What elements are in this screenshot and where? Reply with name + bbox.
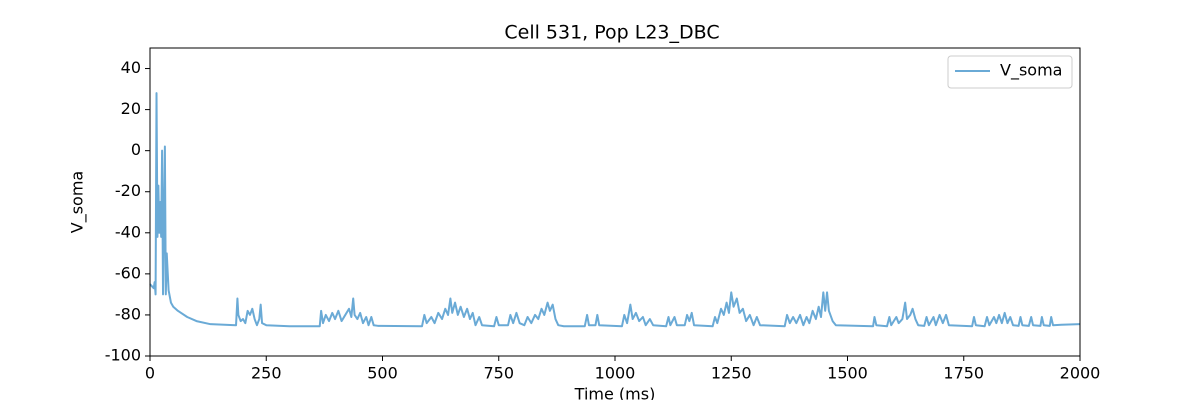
legend-box xyxy=(947,55,1073,89)
x-tick-label: 0 xyxy=(145,364,155,383)
y-tick-label: 0 xyxy=(131,140,141,159)
plot-area xyxy=(149,92,1081,328)
legend: V_soma xyxy=(947,55,1073,89)
legend-label: V_soma xyxy=(1000,61,1062,81)
y-tick-label: 40 xyxy=(121,58,141,77)
y-tick-label: -20 xyxy=(115,181,141,200)
data-line xyxy=(149,92,1081,328)
x-axis-label: Time (ms) xyxy=(574,385,656,400)
x-tick-label: 2000 xyxy=(1060,364,1101,383)
y-tick-label: -40 xyxy=(115,222,141,241)
x-tick-label: 1250 xyxy=(711,364,752,383)
y-axis-label: V_soma xyxy=(68,171,88,233)
x-tick-label: 1000 xyxy=(595,364,636,383)
chart-title: Cell 531, Pop L23_DBC xyxy=(504,22,719,44)
x-tick-label: 1500 xyxy=(827,364,868,383)
y-tick-label: -60 xyxy=(115,263,141,282)
y-tick-label: -80 xyxy=(115,304,141,323)
y-tick-label: 20 xyxy=(121,99,141,118)
x-tick-label: 750 xyxy=(483,364,514,383)
x-tick-label: 500 xyxy=(367,364,398,383)
y-tick-label: -100 xyxy=(105,346,141,365)
x-tick-label: 1750 xyxy=(943,364,984,383)
x-tick-label: 250 xyxy=(251,364,282,383)
